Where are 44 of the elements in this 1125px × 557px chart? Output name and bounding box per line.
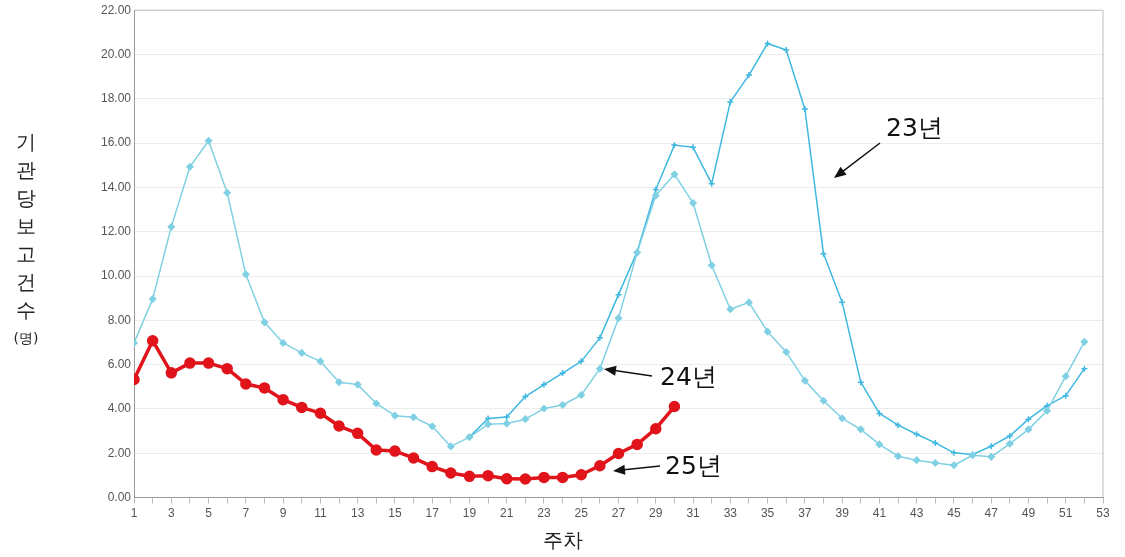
x-tick-label: 15	[388, 506, 402, 521]
annotation: 23년	[886, 113, 943, 143]
x-tick-label: 49	[1021, 506, 1036, 521]
y-axis-title: 기관당보고건수(명)	[12, 129, 40, 348]
x-tick-label: 29	[649, 506, 663, 521]
y-tick-label: 12.00	[101, 224, 132, 239]
y-tick-label: 20.00	[101, 46, 132, 61]
x-tick-label: 27	[611, 506, 626, 521]
x-tick-label: 21	[500, 506, 514, 521]
x-tick-label: 13	[350, 506, 365, 521]
y-tick-label: 16.00	[101, 135, 132, 150]
y-tick-label: 10.00	[101, 268, 132, 283]
x-tick-label: 35	[760, 506, 775, 521]
x-tick-label: 23	[537, 506, 551, 521]
x-tick-label: 7	[242, 506, 250, 521]
y-tick-label: 0.00	[107, 489, 132, 504]
y-tick-label: 2.00	[107, 445, 132, 460]
y-tick-label: 6.00	[107, 356, 132, 371]
y-tick-label: 4.00	[107, 401, 132, 416]
x-tick-label: 53	[1096, 506, 1110, 521]
x-tick-label: 11	[314, 506, 327, 521]
x-tick-label: 39	[835, 506, 850, 521]
x-tick-label: 25	[574, 506, 589, 521]
x-tick-label: 19	[462, 506, 477, 521]
x-tick-label: 17	[425, 506, 440, 521]
annotation: 24년	[660, 362, 717, 392]
x-tick-label: 3	[167, 506, 175, 521]
x-tick-label: 45	[947, 506, 961, 521]
x-tick-label: 31	[686, 506, 701, 521]
x-axis-title: 주차	[541, 527, 584, 554]
x-tick-label: 43	[909, 506, 924, 521]
x-tick-label: 33	[723, 506, 738, 521]
y-tick-label: 8.00	[107, 312, 132, 327]
x-tick-label: 51	[1059, 506, 1073, 521]
y-tick-label: 14.00	[101, 179, 132, 194]
x-tick-label: 47	[984, 506, 999, 521]
x-tick-label: 1	[130, 506, 138, 521]
y-tick-label: 18.00	[101, 91, 132, 106]
annotation: 25년	[665, 451, 722, 481]
x-tick-label: 5	[205, 506, 213, 521]
x-tick-label: 37	[798, 506, 812, 521]
y-tick-label: 22.00	[101, 2, 132, 17]
x-tick-label: 9	[279, 506, 287, 521]
x-tick-label: 41	[872, 506, 887, 521]
